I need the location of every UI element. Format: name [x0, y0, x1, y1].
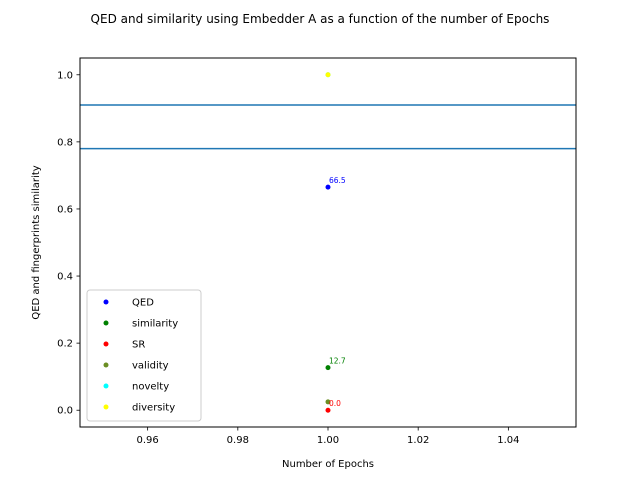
x-axis-ticks: 0.96 0.98 1.00 1.02 1.04 — [137, 427, 519, 446]
point-diversity — [325, 72, 331, 78]
x-tick-label: 1.00 — [317, 435, 339, 446]
point-similarity — [325, 365, 331, 371]
data-label-0: 66.5 — [329, 176, 346, 185]
legend-label-similarity: similarity — [132, 319, 178, 330]
legend-marker-similarity — [103, 320, 109, 326]
x-tick-label: 0.96 — [137, 435, 159, 446]
legend-label-diversity: diversity — [132, 403, 175, 414]
y-tick-label: 0.8 — [57, 137, 73, 148]
x-axis-label: Number of Epochs — [282, 459, 374, 470]
legend: QED similarity SR validity novelty diversity — [86, 289, 202, 422]
x-tick-label: 1.04 — [497, 435, 519, 446]
chart-title: QED and similarity using Embedder A as a… — [91, 12, 550, 26]
y-tick-label: 0.2 — [57, 339, 73, 350]
legend-marker-novelty — [103, 383, 109, 389]
point-validity — [325, 399, 331, 405]
x-tick-label: 0.98 — [227, 435, 249, 446]
legend-marker-diversity — [103, 404, 109, 410]
legend-label-validity: validity — [132, 361, 169, 372]
legend-label-QED: QED — [132, 298, 154, 309]
legend-marker-SR — [103, 341, 109, 347]
legend-box — [86, 289, 202, 422]
legend-marker-validity — [103, 362, 109, 368]
y-tick-label: 0.6 — [57, 204, 73, 215]
data-label-1: 12.7 — [329, 357, 346, 366]
legend-label-novelty: novelty — [132, 382, 169, 393]
data-label-2: 0.0 — [329, 399, 341, 408]
point-SR — [325, 407, 331, 413]
y-tick-label: 0.4 — [57, 272, 73, 283]
horizontal-lines — [80, 104, 576, 150]
legend-label-SR: SR — [132, 340, 145, 351]
data-points — [325, 72, 331, 413]
legend-marker-QED — [103, 299, 109, 305]
y-axis-ticks: 0.0 0.2 0.4 0.6 0.8 1.0 — [57, 70, 80, 417]
y-tick-label: 0.0 — [57, 406, 73, 417]
y-axis-label: QED and fingerprints similarity — [31, 165, 42, 319]
y-tick-label: 1.0 — [57, 70, 73, 81]
x-tick-label: 1.02 — [407, 435, 429, 446]
point-QED — [325, 184, 331, 190]
data-labels: 66.5 12.7 0.0 — [329, 176, 346, 408]
